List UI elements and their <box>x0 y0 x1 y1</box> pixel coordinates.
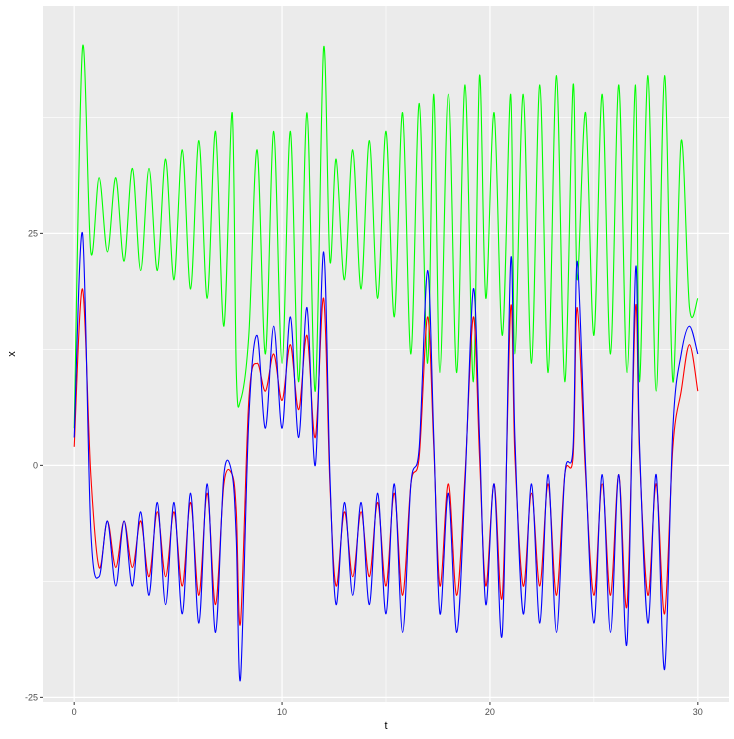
x-tick-label: 20 <box>485 707 495 717</box>
y-tick-label: -25 <box>25 692 38 702</box>
minor-gridlines <box>43 6 729 702</box>
major-gridlines <box>43 6 729 702</box>
y-tick-label: 25 <box>28 228 38 238</box>
series-lines <box>73 44 699 682</box>
y-tick-label: 0 <box>33 460 38 470</box>
x-axis-title: t <box>384 720 387 732</box>
x-tick-label: 10 <box>277 707 287 717</box>
y-axis-title: x <box>6 351 18 357</box>
series-line-1 <box>73 44 699 429</box>
x-tick-label: 0 <box>72 707 77 717</box>
series-line-3 <box>73 232 699 682</box>
series-line-2 <box>73 288 699 626</box>
axis-ticks: 0 10 20 30 -25 0 25 <box>25 228 703 717</box>
x-tick-label: 30 <box>693 707 703 717</box>
